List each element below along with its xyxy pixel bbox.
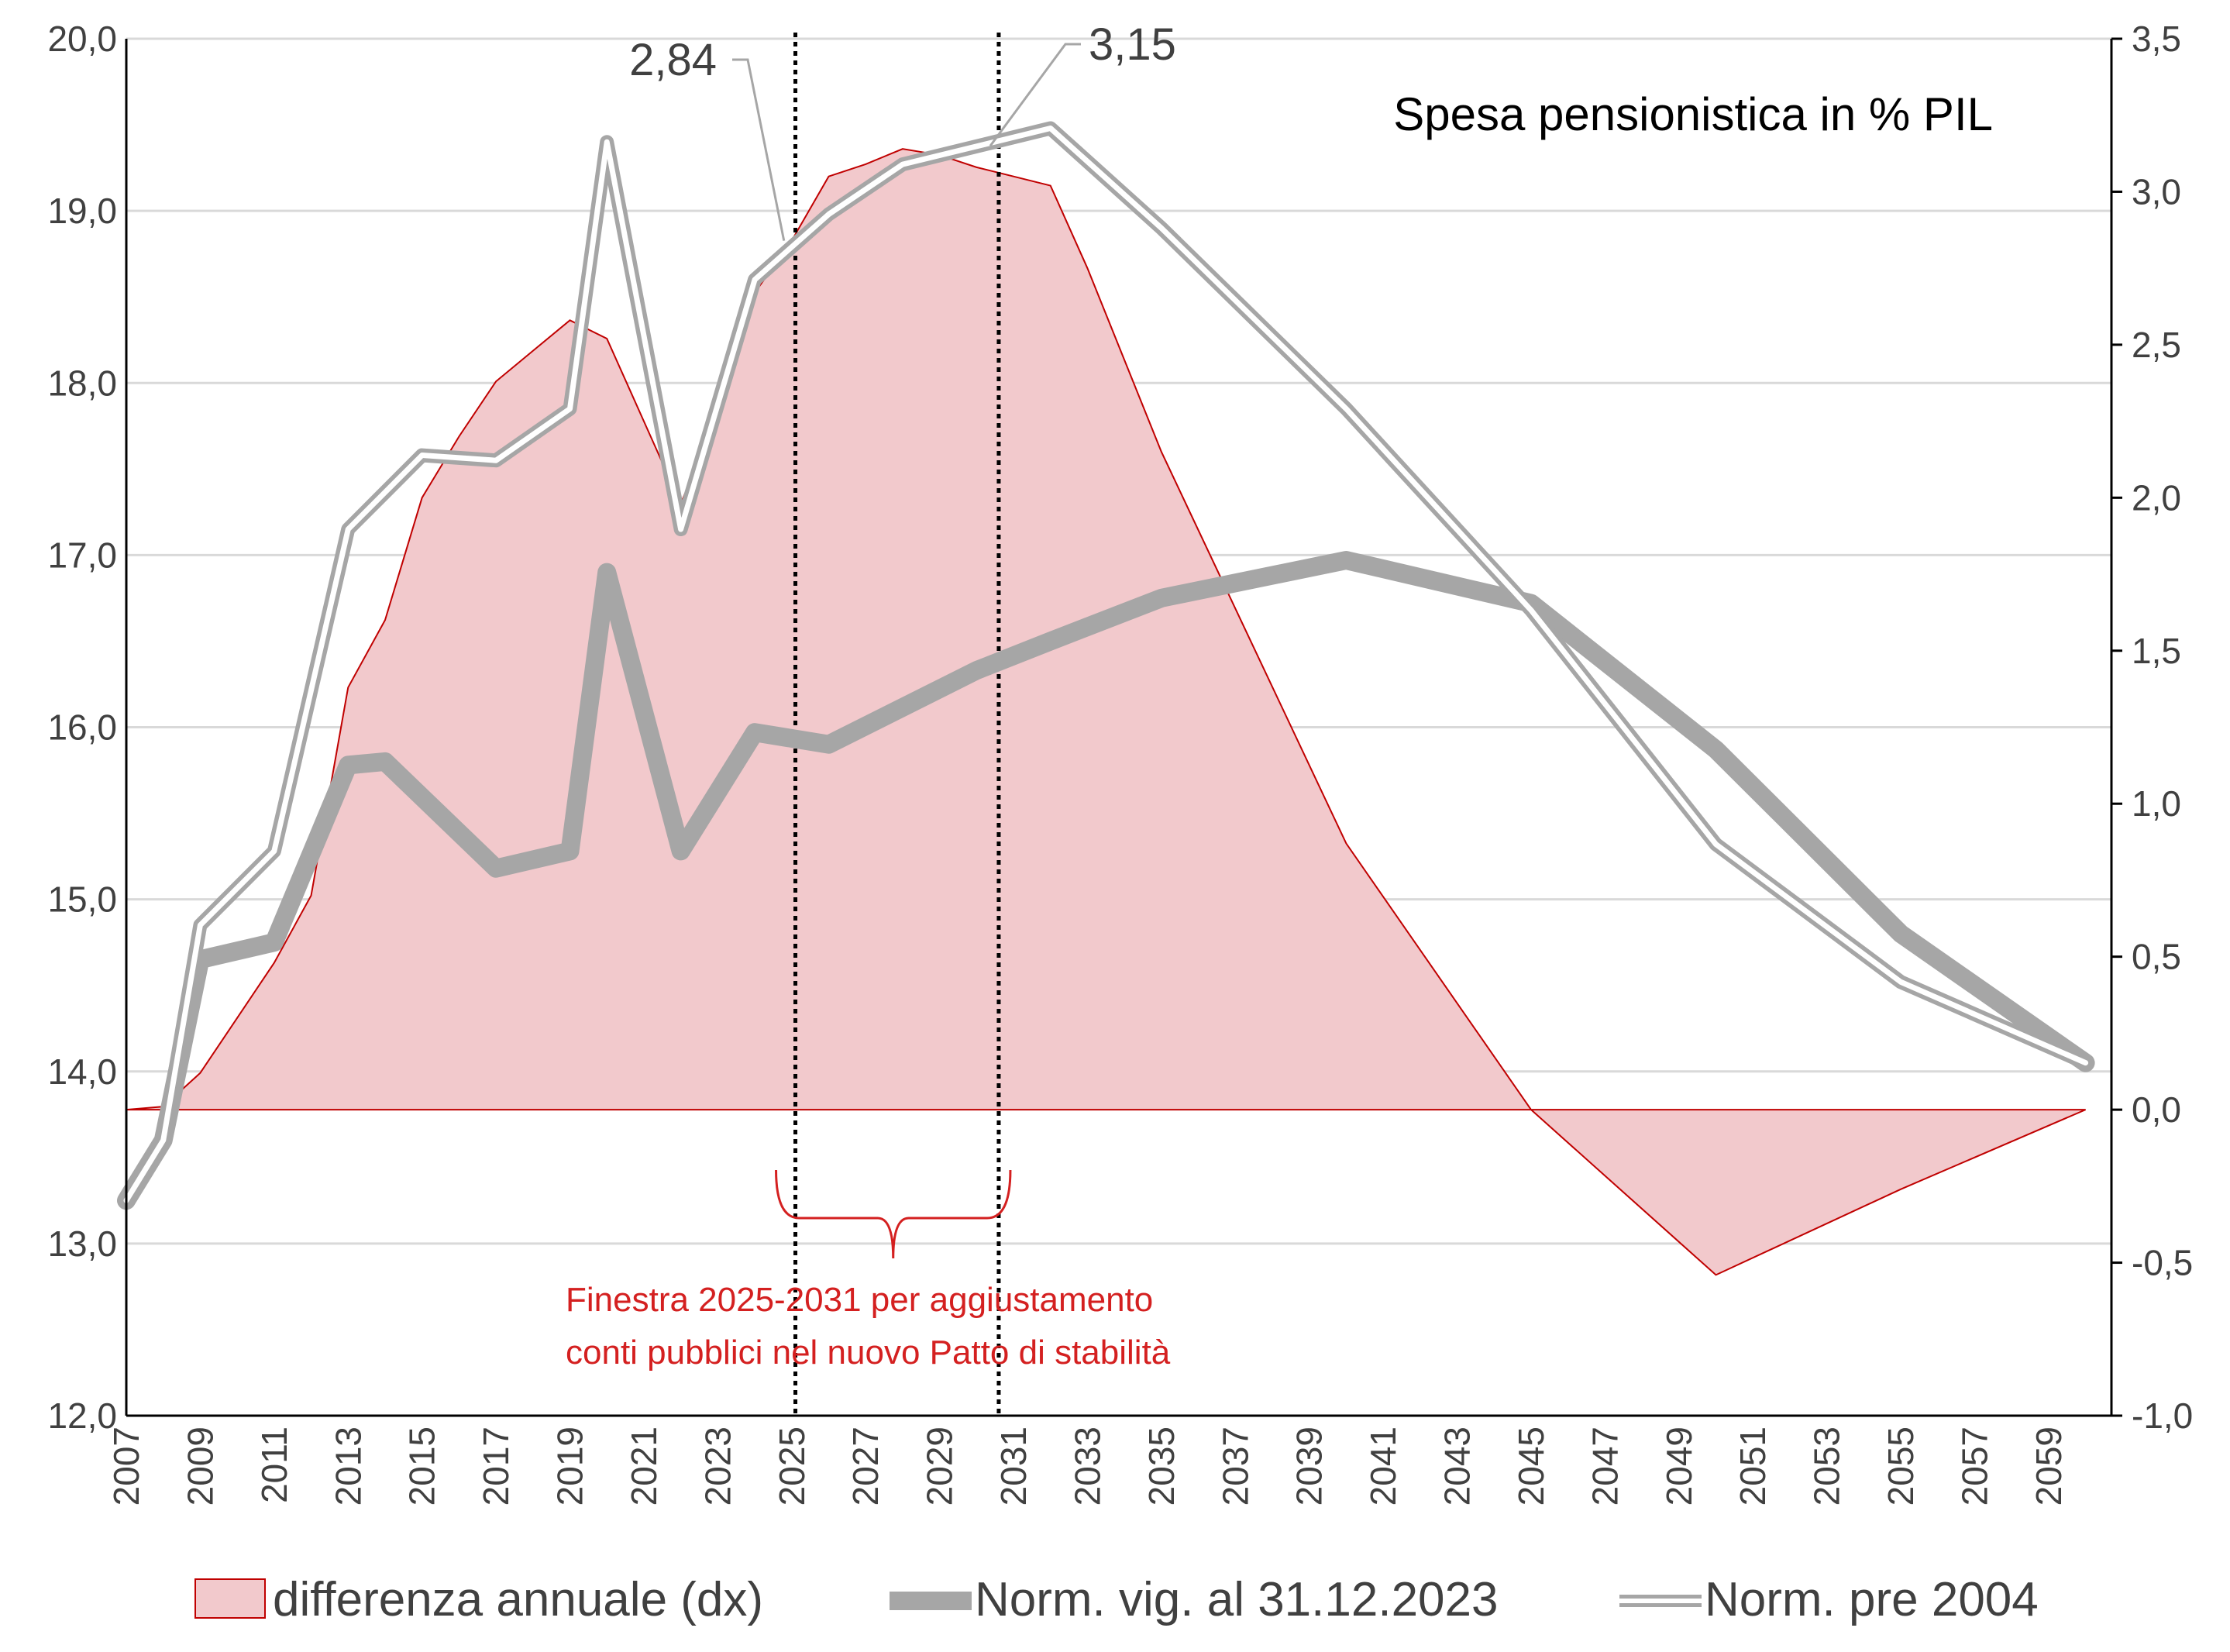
x-tick-label: 2049 (1659, 1427, 1699, 1506)
x-tick-label: 2017 (476, 1427, 516, 1506)
x-tick-label: 2027 (845, 1427, 886, 1506)
y-left-tick-label: 16,0 (47, 707, 117, 748)
y-right-tick-label: 0,5 (2132, 937, 2181, 977)
y-right-tick-label: 2,0 (2132, 477, 2181, 518)
line-norm-vigente (117, 551, 2095, 1210)
x-tick-label: 2045 (1511, 1427, 1551, 1506)
y-left-tick-label: 18,0 (47, 363, 117, 403)
x-tick-label: 2015 (402, 1427, 442, 1506)
annotation-leader-3-15 (989, 43, 1081, 147)
legend: differenza annuale (dx) Norm. vig. al 31… (194, 1573, 2039, 1626)
x-tick-label: 2041 (1363, 1427, 1403, 1506)
y-right-tick-label: -0,5 (2132, 1243, 2193, 1283)
x-tick-label: 2035 (1141, 1427, 1182, 1506)
y-left-tick-label: 20,0 (47, 19, 117, 59)
annotation-leader-2-84 (732, 58, 786, 241)
x-tick-label: 2053 (1807, 1427, 1847, 1506)
window-note-line1: Finestra 2025-2031 per aggiustamento (566, 1281, 1153, 1319)
annotation-label-3-15: 3,15 (1089, 19, 1176, 70)
x-tick-label: 2023 (697, 1427, 738, 1506)
x-tick-label: 2021 (624, 1427, 664, 1506)
annotation-label-2-84: 2,84 (629, 35, 717, 85)
y-left-tick-label: 15,0 (47, 879, 117, 920)
x-tick-label: 2009 (180, 1427, 220, 1506)
x-tick-label: 2025 (772, 1427, 812, 1506)
vertical-markers (775, 33, 1012, 1416)
y-right-tick-label: 1,5 (2132, 631, 2181, 671)
legend-swatch-area (194, 1578, 266, 1619)
x-tick-label: 2059 (2029, 1427, 2069, 1506)
y-left-tick-label: 17,0 (47, 535, 117, 575)
y-right-tick-label: 1,0 (2132, 783, 2181, 824)
x-tick-label: 2057 (1954, 1427, 1994, 1506)
area-series-differenza (126, 148, 2086, 1276)
x-tick-label: 2007 (106, 1427, 146, 1506)
y-left-tick-label: 14,0 (47, 1051, 117, 1092)
x-tick-label: 2043 (1437, 1427, 1478, 1506)
y-right-tick-label: 0,0 (2132, 1089, 2181, 1130)
x-tick-label: 2029 (920, 1427, 960, 1506)
y-left-tick-label: 12,0 (47, 1396, 117, 1436)
y-right-tick-label: -1,0 (2132, 1396, 2193, 1436)
area-differenza-annuale (126, 148, 2086, 1276)
line-norm-pre2004-inner (123, 126, 2089, 1203)
x-tick-label: 2013 (328, 1427, 368, 1506)
line-series (117, 121, 2095, 1210)
y-right-tick-label: 3,0 (2132, 171, 2181, 212)
x-tick-label: 2019 (550, 1427, 590, 1506)
x-tick-label: 2055 (1881, 1427, 1921, 1506)
x-tick-label: 2033 (1067, 1427, 1107, 1506)
legend-label-double-line: Norm. pre 2004 (1705, 1573, 2039, 1626)
y-right-tick-label: 3,5 (2132, 19, 2181, 59)
legend-label-area: differenza annuale (dx) (273, 1573, 763, 1626)
x-tick-label: 2037 (1215, 1427, 1255, 1506)
axes: 12,0 13,0 14,0 15,0 16,0 17,0 18,0 19,0 20,0 -1,0… (47, 19, 2193, 1506)
window-note-line2: conti pubblici nel nuovo Patto di stabil… (566, 1334, 1171, 1372)
x-tick-label: 2051 (1733, 1427, 1773, 1506)
y-left-tick-label: 13,0 (47, 1224, 117, 1264)
x-tick-label: 2047 (1585, 1427, 1625, 1506)
y-right-tick-label: 2,5 (2132, 325, 2181, 365)
x-tick-label: 2031 (993, 1427, 1034, 1506)
chart-title: Spesa pensionistica in % PIL (1393, 88, 1993, 140)
legend-label-line: Norm. vig. al 31.12.2023 (975, 1573, 1499, 1626)
x-tick-label: 2039 (1289, 1427, 1330, 1506)
y-left-tick-label: 19,0 (47, 191, 117, 231)
x-tick-label: 2011 (254, 1427, 294, 1503)
annotations: 2,84 3,15 (629, 19, 1176, 241)
window-brace (775, 1169, 1012, 1259)
